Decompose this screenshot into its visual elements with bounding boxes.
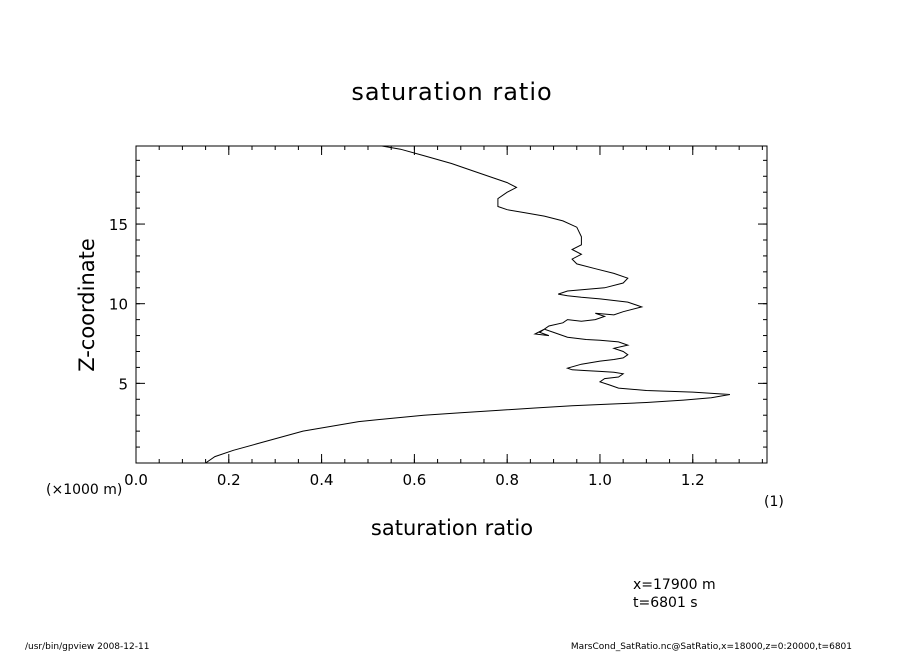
time-annotation: t=6801 s — [633, 595, 698, 611]
x-axis-unit: (1) — [764, 494, 784, 510]
x-position-annotation: x=17900 m — [633, 577, 716, 593]
series-line — [205, 145, 730, 464]
x-tick-label: 0.6 — [402, 471, 426, 489]
major-ticks — [135, 146, 767, 463]
plot-frame — [135, 145, 768, 464]
x-tick-label: 0.4 — [310, 471, 334, 489]
y-tick-labels: 5 10 15 — [109, 216, 128, 393]
y-axis-unit: (×1000 m) — [46, 482, 123, 498]
x-axis-label: saturation ratio — [370, 516, 534, 540]
y-tick-label: 15 — [109, 216, 128, 234]
y-tick-label: 10 — [109, 296, 128, 314]
x-tick-labels: 0.0 0.2 0.4 0.6 0.8 1.0 1.2 — [124, 471, 705, 489]
x-tick-label: 0.2 — [217, 471, 241, 489]
minor-ticks — [135, 146, 767, 464]
x-tick-label: 1.2 — [681, 471, 705, 489]
chart-title: saturation ratio — [351, 78, 553, 106]
x-tick-label: 1.0 — [588, 471, 612, 489]
y-tick-label: 5 — [118, 375, 128, 393]
x-tick-label: 0.0 — [124, 471, 148, 489]
footer-command: /usr/bin/gpview 2008-12-11 — [25, 642, 150, 652]
footer-source: MarsCond_SatRatio.nc@SatRatio,x=18000,z=… — [570, 642, 852, 652]
y-axis-label: Z-coordinate — [75, 238, 99, 372]
x-tick-label: 0.8 — [495, 471, 519, 489]
